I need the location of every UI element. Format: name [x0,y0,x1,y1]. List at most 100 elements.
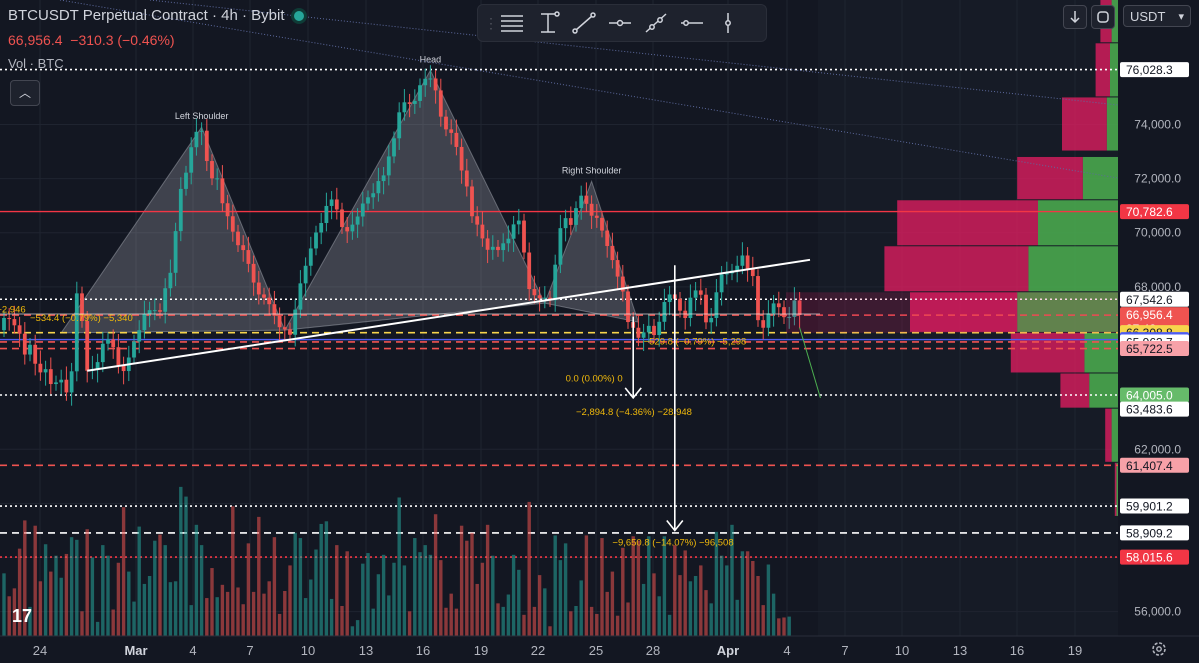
scroll-to-latest-button[interactable] [1063,5,1087,29]
candle-body [262,294,266,298]
candle-body [54,382,58,385]
price-axis-badge-text: 70,782.6 [1126,205,1173,219]
volume-bar [641,583,646,636]
candle-body [319,223,324,233]
time-tick-label: Mar [124,643,147,658]
drag-handle-icon[interactable]: ⋮ [484,15,498,31]
candle-body [64,379,69,393]
volume-bar [277,613,282,636]
price-axis-badge-text: 65,722.5 [1126,342,1173,356]
candle-body [745,255,750,269]
horizontal-ray-tool[interactable] [602,7,638,39]
candle-body [277,315,282,328]
volume-bar [397,497,401,636]
candle-body [95,362,100,370]
candle-body [334,199,339,210]
candle-body [641,332,646,338]
candle-body [74,293,79,372]
volume-bar [366,553,370,636]
candle-body [579,195,584,209]
price-axis-badge [1120,62,1189,78]
time-tick-label: 16 [1010,643,1024,658]
symbol-title[interactable]: BTCUSDT Perpetual Contract · 4h · Bybit [8,7,307,25]
fib-lines-tool[interactable] [494,7,530,39]
horizontal-line-tool[interactable] [674,7,710,39]
candle-body [48,369,53,385]
vertical-range-tool[interactable] [530,7,566,39]
candle-body [407,102,412,104]
volume-bar [615,615,620,636]
price-axis-badge-text: 61,407.4 [1126,459,1173,473]
vertical-line-tool[interactable] [710,7,746,39]
price-readout: 66,956.4 −310.3 (−0.46%) [8,32,175,48]
candle-body [225,203,230,217]
volume-bar [205,598,209,636]
price-tick-label: 56,000.0 [1134,605,1181,619]
volume-bar [153,540,157,636]
trend-line-lower [59,0,1119,179]
volume-bar [402,565,407,636]
volume-bar [569,611,573,636]
volume-bar [225,591,230,636]
gear-icon[interactable] [1150,640,1168,658]
volume-bar [740,551,745,636]
candle-body [594,215,599,218]
trend-line-tool[interactable] [566,7,602,39]
price-axis-badge [1120,401,1189,417]
trend-line-upper [149,0,1119,106]
price-axis-badge-text: 76,028.3 [1126,63,1173,77]
time-axis[interactable]: 24 Mar 4 7 10 13 16 19 22 25 28 Apr 4 7 10 13 16 19 17 [0,606,1199,663]
candle-body [470,186,474,217]
candle-body [116,347,121,366]
price-tick-label: 72,000.0 [1134,172,1181,186]
candle-body [246,250,251,264]
volume-bar [725,565,729,636]
candle-body [724,273,729,275]
currency-select[interactable]: USDT [1123,5,1191,28]
volume-bar [756,576,760,636]
auto-scale-button[interactable] [1091,5,1115,29]
volume-bar [283,591,287,636]
time-tick-label: 19 [474,643,488,658]
candle-body [392,138,396,157]
volume-bar [38,581,43,636]
volume-bar [771,593,776,636]
candle-body [527,252,532,290]
volume-bar [688,581,693,636]
price-axis[interactable]: 56,000.058,000.060,000.062,000.064,000.0… [1118,0,1199,636]
volume-bar [537,575,542,636]
candle-body [787,316,792,318]
candle-body [626,291,630,323]
candle-body [189,147,194,173]
volume-bar [210,568,214,636]
volume-bar [350,626,355,636]
projection-line [799,327,821,398]
volume-legend[interactable]: Vol · BTC [8,56,64,71]
collapse-legend-button[interactable]: ︿ [10,80,40,106]
candle-body [490,246,495,250]
candle-body [340,209,344,228]
time-tick-label: 10 [895,643,909,658]
candle-body [178,188,183,232]
neckline [87,258,811,372]
candle-body [345,227,350,232]
time-axis-bg [0,636,1199,663]
time-tick-label: 24 [33,643,47,658]
candle-body [303,265,308,284]
volume-bar [111,609,115,636]
volume-bar [491,555,495,636]
pattern-label: Right Shoulder [562,165,622,175]
trend-angle-tool[interactable] [638,7,674,39]
price-tick-label: 62,000.0 [1134,442,1181,456]
volume-bar [621,547,625,636]
profile-down-bar [1062,97,1107,151]
volume-bar [433,514,438,636]
price-axis-badge-text: 64,005.0 [1126,388,1173,402]
measure-label: 0.0 (0.00%) 0 [566,373,623,384]
candle-body [771,303,776,314]
candle-body [12,319,17,326]
candle-body [449,129,454,133]
profile-up-bar [1028,246,1118,292]
profile-up-bar [1111,408,1118,462]
